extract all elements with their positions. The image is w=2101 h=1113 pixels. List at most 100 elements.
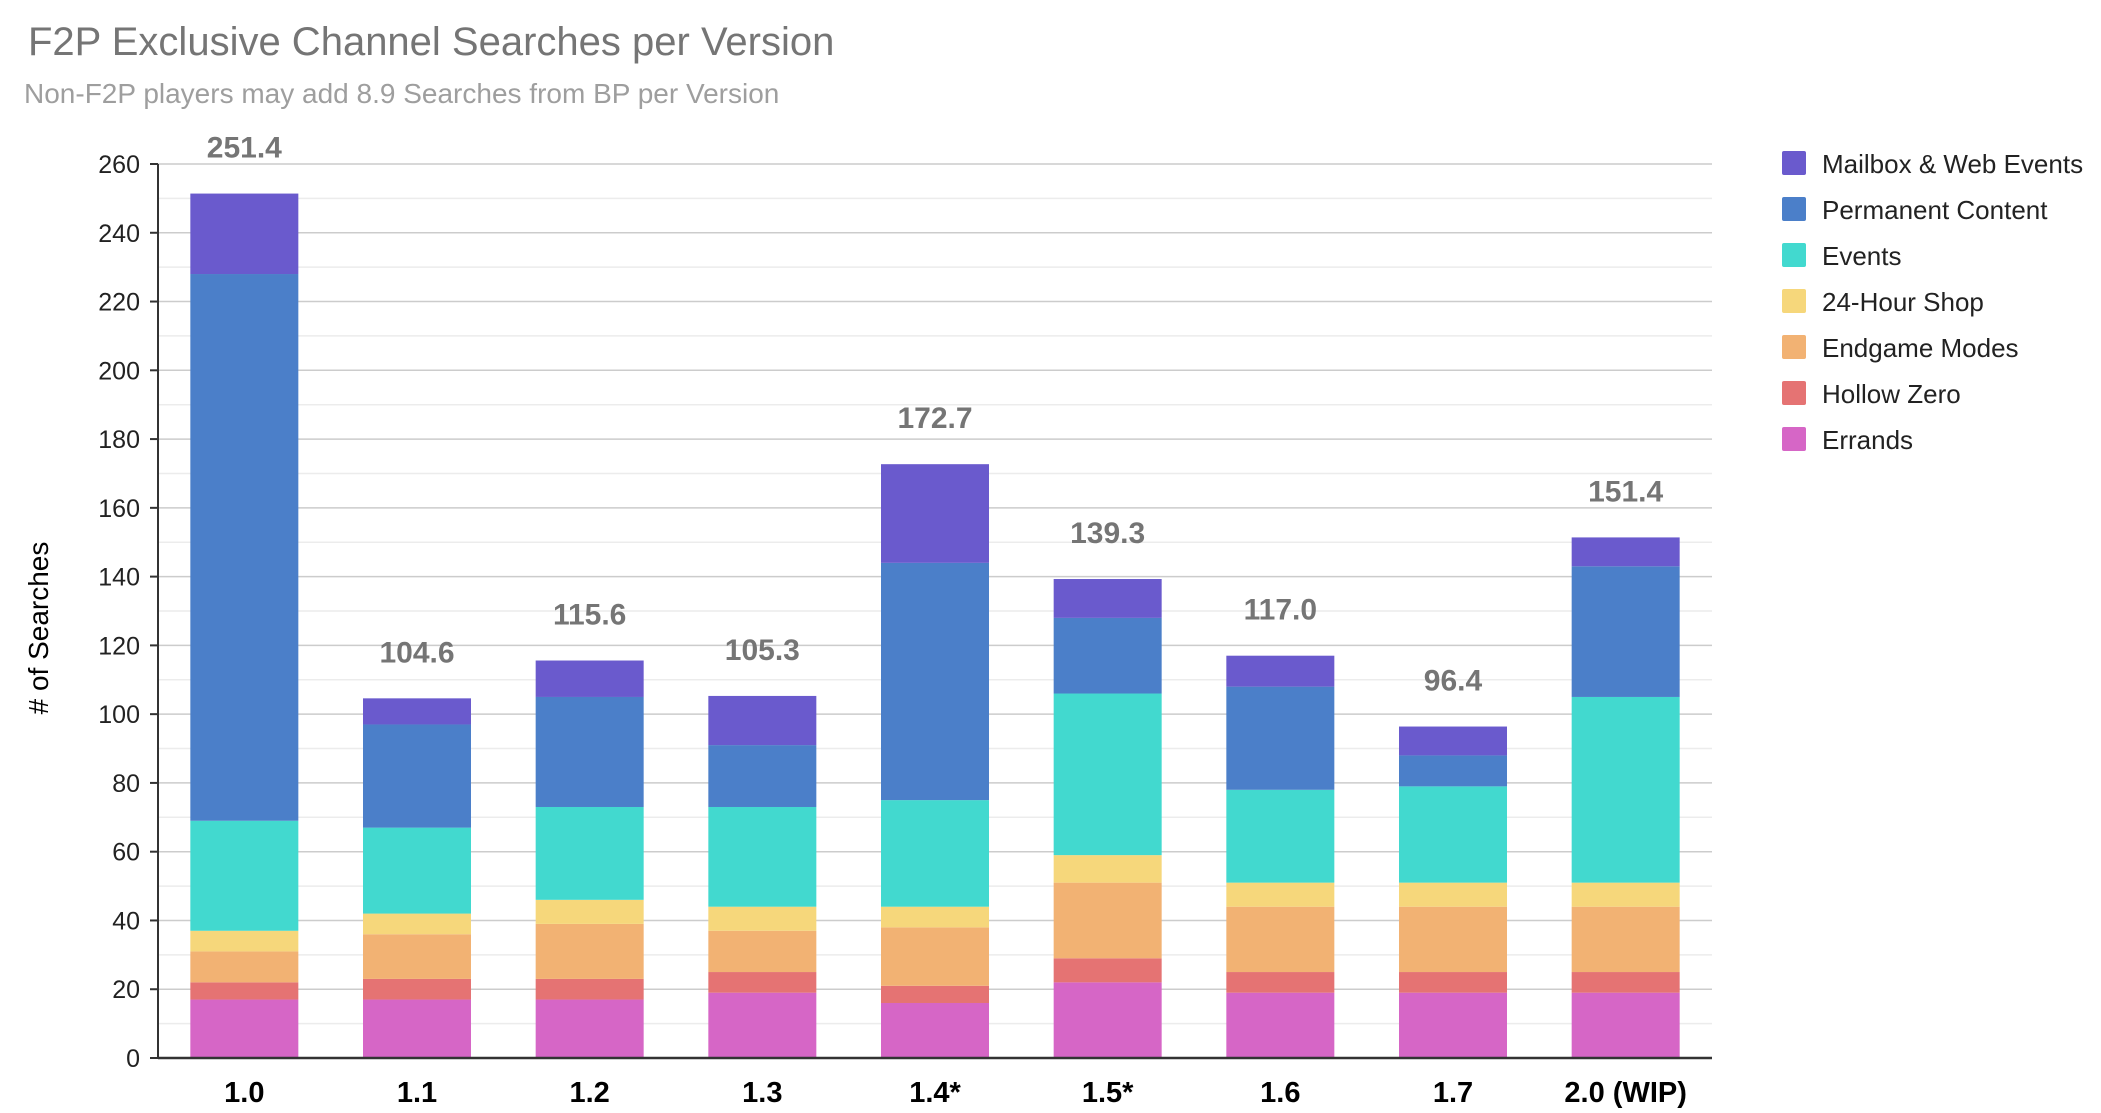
- bar-segment: [1399, 906, 1507, 973]
- bar-segment: [1571, 906, 1680, 973]
- bar-segment: [363, 978, 471, 1000]
- legend-label: Hollow Zero: [1822, 379, 1961, 409]
- legend-swatch: [1782, 289, 1806, 313]
- bar-segment: [535, 660, 644, 697]
- bar-segment: [881, 800, 989, 907]
- y-tick-label: 240: [98, 220, 140, 248]
- y-tick-label: 220: [98, 289, 140, 317]
- legend-label: Endgame Modes: [1822, 333, 2019, 363]
- bar-segment: [708, 695, 817, 746]
- bar-segment: [1226, 882, 1335, 907]
- bar-segment: [190, 951, 299, 983]
- bar-segment: [1053, 693, 1162, 856]
- bar-segment: [1399, 882, 1507, 907]
- bar-total-label: 105.3: [725, 634, 800, 667]
- bar-segment: [1399, 726, 1507, 756]
- bar-segment: [1399, 992, 1507, 1058]
- bar-total-label: 117.0: [1244, 594, 1317, 627]
- bar-segment: [535, 806, 644, 900]
- bar-segment: [363, 999, 471, 1058]
- bar-segment: [881, 464, 989, 563]
- legend-label: Errands: [1822, 425, 1913, 455]
- bar-segment: [535, 978, 644, 1000]
- bar-total-label: 104.6: [379, 636, 454, 669]
- legend-swatch: [1782, 151, 1806, 175]
- legend-label: Permanent Content: [1822, 195, 2048, 225]
- bar-segment: [708, 992, 817, 1058]
- y-axis-label: # of Searches: [23, 542, 54, 715]
- bar-total-label: 151.4: [1588, 475, 1663, 508]
- legend-swatch: [1782, 197, 1806, 221]
- bar-segment: [708, 806, 817, 907]
- x-tick-label: 1.5*: [1082, 1077, 1134, 1109]
- y-tick-label: 80: [112, 770, 140, 798]
- y-tick-label: 160: [98, 495, 140, 523]
- y-tick-label: 120: [98, 632, 140, 660]
- bar-segment: [1571, 882, 1680, 907]
- bar-segment: [1399, 755, 1507, 787]
- bar-segment: [1226, 655, 1335, 687]
- bar-segment: [363, 934, 471, 979]
- bar-segment: [881, 1002, 989, 1058]
- bar-segment: [363, 913, 471, 935]
- bar-segment: [1053, 579, 1162, 618]
- bar-segment: [1053, 882, 1162, 959]
- x-tick-label: 1.1: [397, 1077, 437, 1109]
- bar-segment: [1053, 855, 1162, 883]
- chart-title: F2P Exclusive Channel Searches per Versi…: [28, 20, 835, 64]
- bar-segment: [1571, 696, 1680, 883]
- bar-segment: [1226, 906, 1335, 973]
- bar-segment: [190, 193, 299, 275]
- bar-segment: [1571, 566, 1680, 697]
- y-tick-label: 200: [98, 357, 140, 385]
- bar-segment: [190, 930, 299, 952]
- legend-swatch: [1782, 381, 1806, 405]
- bar-segment: [190, 820, 299, 931]
- bar-total-label: 251.4: [207, 132, 282, 165]
- bar-segment: [535, 696, 644, 807]
- bar-segment: [881, 906, 989, 928]
- bar-segment: [190, 982, 299, 1000]
- legend-swatch: [1782, 427, 1806, 451]
- bar-segment: [1053, 617, 1162, 694]
- x-tick-label: 1.3: [742, 1077, 782, 1109]
- y-tick-label: 180: [98, 426, 140, 454]
- bar-segment: [1571, 537, 1680, 567]
- x-tick-label: 1.2: [570, 1077, 610, 1109]
- y-tick-label: 0: [126, 1045, 140, 1073]
- bar-segment: [535, 899, 644, 924]
- x-tick-label: 2.0 (WIP): [1564, 1077, 1686, 1109]
- x-tick-label: 1.6: [1260, 1077, 1300, 1109]
- bar-segment: [708, 930, 817, 973]
- bar-segment: [1226, 972, 1335, 993]
- bar-segment: [881, 985, 989, 1003]
- legend-label: Mailbox & Web Events: [1822, 149, 2083, 179]
- bar-total-label: 115.6: [553, 599, 626, 632]
- y-tick-label: 40: [112, 907, 140, 935]
- y-tick-label: 60: [112, 839, 140, 867]
- bar-segment: [1053, 958, 1162, 983]
- y-tick-label: 20: [112, 976, 140, 1004]
- bar-segment: [535, 923, 644, 979]
- bar-segment: [190, 274, 299, 821]
- x-tick-label: 1.4*: [909, 1077, 961, 1109]
- bar-segment: [190, 999, 299, 1058]
- bar-segment: [363, 724, 471, 828]
- bar-segment: [1571, 972, 1680, 993]
- y-tick-label: 140: [98, 564, 140, 592]
- y-tick-label: 100: [98, 701, 140, 729]
- bar-total-label: 96.4: [1424, 665, 1483, 698]
- bar-segment: [1053, 982, 1162, 1058]
- bar-total-label: 139.3: [1070, 517, 1145, 550]
- bar-segment: [1226, 686, 1335, 790]
- bar-segment: [1571, 992, 1680, 1058]
- bar-total-label: 172.7: [897, 402, 972, 435]
- bar-segment: [1399, 972, 1507, 993]
- bar-segment: [363, 698, 471, 725]
- bar-segment: [708, 972, 817, 993]
- bar-segment: [535, 999, 644, 1058]
- x-tick-label: 1.0: [224, 1077, 264, 1109]
- bar-segment: [1226, 992, 1335, 1058]
- legend-swatch: [1782, 335, 1806, 359]
